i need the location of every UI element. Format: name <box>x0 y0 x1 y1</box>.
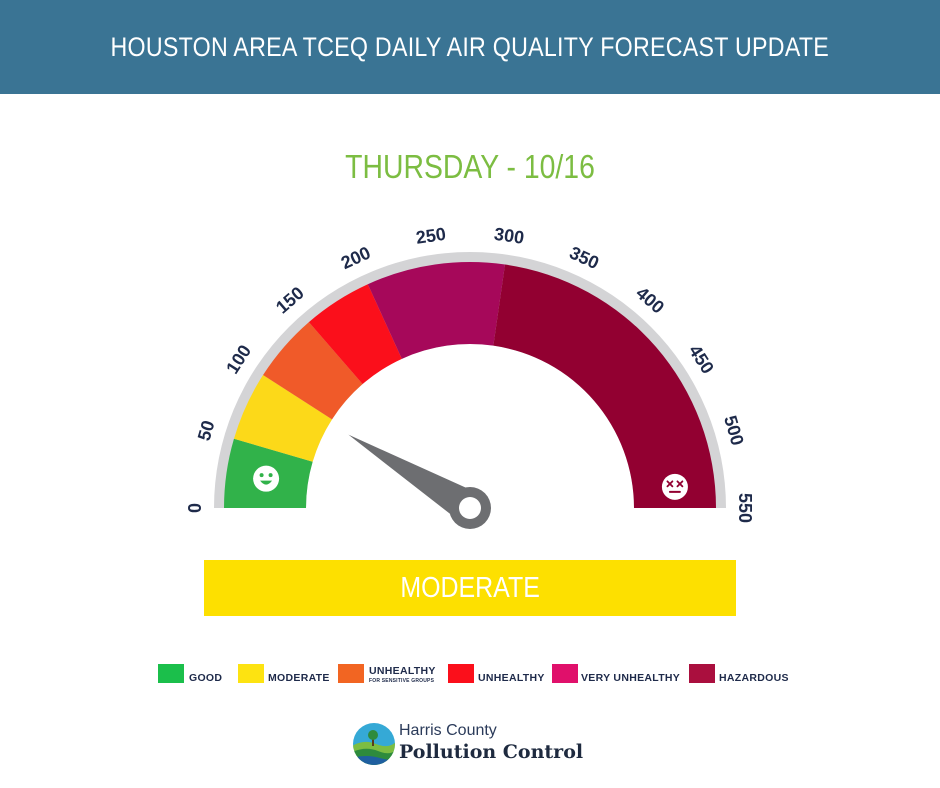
legend-label: MODERATE <box>268 672 330 684</box>
gauge-tick-label: 0 <box>185 503 205 513</box>
aqi-level-banner: MODERATE <box>204 560 736 616</box>
legend-label: UNHEALTHY <box>369 665 436 677</box>
legend-swatch <box>238 664 264 683</box>
needle-hub-center <box>459 497 481 519</box>
legend-label: UNHEALTHY <box>478 672 545 684</box>
legend-sublabel: FOR SENSITIVE GROUPS <box>369 678 435 684</box>
gauge-tick-label: 50 <box>194 418 219 443</box>
gauge-tick-label: 550 <box>735 493 755 523</box>
legend-label: HAZARDOUS <box>719 672 789 684</box>
gauge-tick-label: 250 <box>415 224 448 248</box>
gauge-tick-label: 500 <box>720 413 748 447</box>
gauge-band <box>367 262 506 359</box>
gauge-tick-label: 100 <box>222 341 255 377</box>
smiling-face-icon <box>253 465 280 492</box>
gauge-tick-label: 300 <box>493 224 526 248</box>
logo-line-1: Harris County <box>399 722 497 739</box>
gauge-tick-label: 150 <box>272 283 308 318</box>
page-title: HOUSTON AREA TCEQ DAILY AIR QUALITY FORE… <box>110 31 830 62</box>
gauge-band <box>493 264 716 508</box>
legend-swatch <box>552 664 578 683</box>
gauge-tick-label: 200 <box>338 243 374 274</box>
gauge-tick-label: 450 <box>685 341 718 377</box>
gauge-tick-label: 350 <box>566 243 602 274</box>
logo-line-2: Pollution Control <box>399 741 584 763</box>
legend-swatch <box>338 664 364 683</box>
forecast-day-label: THURSDAY - 10/16 <box>345 148 595 185</box>
gauge-bands <box>224 262 716 508</box>
header-banner: HOUSTON AREA TCEQ DAILY AIR QUALITY FORE… <box>0 0 940 94</box>
legend-label: VERY UNHEALTHY <box>581 672 681 684</box>
needle-blade <box>348 434 479 523</box>
gauge-tick-label: 400 <box>632 283 668 318</box>
gauge-band <box>308 284 402 385</box>
legend-label: GOOD <box>189 672 223 684</box>
dizzy-face-icon <box>661 473 688 500</box>
gauge-needle <box>348 434 491 529</box>
gauge-band <box>263 322 363 420</box>
aqi-gauge: 0 50 100 150 200 250 300 350 400 450 500 550 <box>185 224 755 529</box>
legend-swatch <box>689 664 715 683</box>
gauge-band <box>233 375 333 462</box>
aqi-level-label: MODERATE <box>400 571 540 604</box>
harris-county-logo: Harris County Pollution Control <box>352 720 592 770</box>
legend-swatch <box>448 664 474 683</box>
landscape-tree-logo-icon <box>353 723 395 765</box>
legend-swatch <box>158 664 184 683</box>
legend: GOOD MODERATE UNHEALTHY FOR SENSITIVE GR… <box>158 662 798 692</box>
